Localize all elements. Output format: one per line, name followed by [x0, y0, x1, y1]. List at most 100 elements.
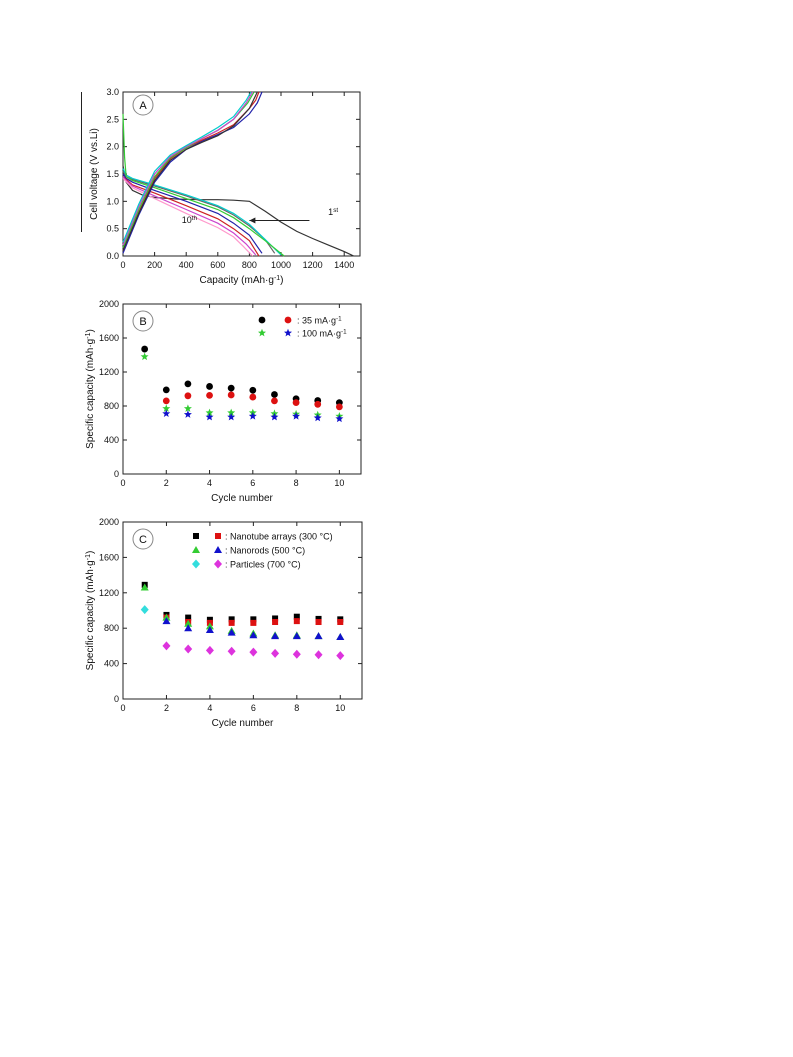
series-line-13 — [122, 91, 252, 243]
panel-label: C — [139, 534, 147, 546]
x-tick-label: 6 — [251, 703, 256, 713]
data-point-s2-0 — [140, 352, 149, 361]
data-point-s0-0 — [141, 345, 149, 353]
y-axis-label-close: ) — [85, 551, 96, 554]
data-point-s3-5 — [271, 632, 280, 640]
data-point-s5-6 — [292, 649, 301, 659]
data-point-s5-7 — [314, 650, 323, 660]
legend-marker — [258, 316, 266, 324]
annotation-10th: 10th — [182, 215, 198, 226]
data-point-s0-4 — [228, 616, 235, 623]
x-tick-label: 1200 — [303, 260, 323, 270]
data-point-s1-1 — [184, 392, 192, 400]
y-tick-label: 0 — [114, 694, 119, 704]
y-tick-label: 0.0 — [106, 251, 119, 261]
legend-entry: : Nanorods (500 °C) — [225, 546, 305, 556]
data-point-s3-1 — [184, 624, 193, 632]
legend-marker — [284, 316, 292, 324]
data-point-s5-5 — [271, 648, 280, 658]
data-point-s2-1 — [162, 613, 171, 621]
data-point-s0-4 — [227, 384, 235, 392]
series-line-0 — [122, 165, 354, 257]
y-axis-label-text: Specific capacity (mAh·g — [85, 339, 96, 449]
legend-entry: : 35 mA·g-1 — [297, 315, 342, 326]
annotation-1st: 1st — [328, 207, 338, 218]
y-tick-label: 1600 — [99, 552, 119, 562]
y-tick-label: 1200 — [99, 588, 119, 598]
data-point-s5-1 — [184, 644, 193, 654]
data-point-s5-3 — [227, 646, 236, 656]
y-axis-label: Cell voltage (V vs.Li) — [89, 128, 100, 220]
series-line-6 — [122, 176, 257, 256]
x-axis-label-text: Capacity (mAh·g — [199, 275, 273, 286]
data-point-s0-5 — [249, 386, 257, 394]
x-tick-label: 600 — [210, 260, 225, 270]
data-point-s3-8 — [336, 633, 345, 641]
y-tick-label: 800 — [104, 401, 119, 411]
y-tick-label: 0 — [114, 469, 119, 479]
x-axis-label-superscript: -1 — [274, 275, 280, 282]
x-tick-label: 6 — [250, 478, 255, 488]
annotation-10th-superscript: th — [192, 215, 198, 222]
x-axis-label: Capacity (mAh·g-1) — [199, 275, 283, 287]
y-tick-label: 1600 — [99, 333, 119, 343]
data-point-s3-2 — [205, 412, 214, 421]
data-point-s2-3 — [205, 622, 214, 630]
legend-marker — [258, 328, 266, 337]
data-point-s3-2 — [205, 625, 214, 633]
x-tick-label: 2 — [164, 478, 169, 488]
legend-marker — [284, 328, 292, 337]
y-axis-label-close: ) — [85, 329, 96, 332]
y-tick-label: 800 — [104, 623, 119, 633]
legend-marker — [214, 559, 222, 569]
panel-label-circle — [132, 528, 154, 550]
legend-entry-text: : 100 mA·g — [297, 329, 341, 339]
legend-entry-superscript: -1 — [341, 328, 347, 335]
x-tick-label: 4 — [207, 703, 212, 713]
data-point-s3-7 — [314, 632, 323, 640]
chart-panel-c: 0 2 4 6 8 10 0 400 800 1200 1600 2000 C Cycle number S… — [85, 517, 363, 729]
legend-entry: : Nanotube arrays (300 °C) — [225, 532, 333, 542]
data-point-s1-8 — [335, 403, 343, 411]
data-point-s3-0 — [162, 409, 171, 417]
annotation-1st-superscript: st — [333, 207, 338, 214]
annotation-10th-text: 10 — [182, 215, 192, 225]
data-point-s1-8 — [337, 619, 344, 626]
data-point-s3-6 — [292, 412, 301, 420]
data-point-s5-8 — [336, 651, 345, 661]
y-tick-label: 3.0 — [106, 87, 119, 97]
chart-panel-a: 0 200 400 600 800 1000 1200 1400 0.0 0.5 1.0 1.5 2.0… — [89, 87, 361, 287]
series-line-5 — [122, 176, 260, 257]
data-point-s0-5 — [250, 616, 257, 623]
data-point-s3-7 — [313, 413, 322, 422]
data-point-s1-7 — [315, 619, 322, 626]
panel-label: B — [139, 316, 146, 328]
x-tick-label: 0 — [120, 478, 125, 488]
data-point-s0-6 — [271, 391, 278, 398]
data-point-s1-4 — [249, 393, 257, 401]
series-line-9 — [122, 91, 260, 251]
data-point-s0-1 — [162, 386, 170, 394]
y-tick-label: 1.5 — [106, 169, 119, 179]
y-axis-label-superscript: -1 — [85, 332, 92, 338]
data-point-s1-3 — [228, 619, 235, 626]
x-axis-label: Cycle number — [212, 718, 274, 729]
panel-label: A — [139, 100, 147, 112]
legend-marker — [192, 546, 200, 553]
data-point-s1-5 — [271, 397, 278, 405]
x-tick-label: 2 — [164, 703, 169, 713]
y-tick-label: 400 — [104, 435, 119, 445]
y-axis-label: Specific capacity (mAh·g-1) — [85, 551, 97, 671]
y-tick-label: 400 — [104, 659, 119, 669]
data-point-s3-5 — [270, 412, 279, 421]
data-point-s2-2 — [183, 404, 192, 412]
data-point-s0-8 — [315, 615, 322, 622]
legend-entry-superscript: -1 — [336, 315, 342, 322]
annotation-1st-text: 1 — [328, 207, 333, 217]
data-point-s1-6 — [292, 399, 300, 406]
x-tick-label: 10 — [335, 703, 345, 713]
y-tick-label: 1200 — [99, 367, 119, 377]
data-point-s2-4 — [227, 408, 236, 417]
data-point-s3-3 — [227, 628, 236, 636]
